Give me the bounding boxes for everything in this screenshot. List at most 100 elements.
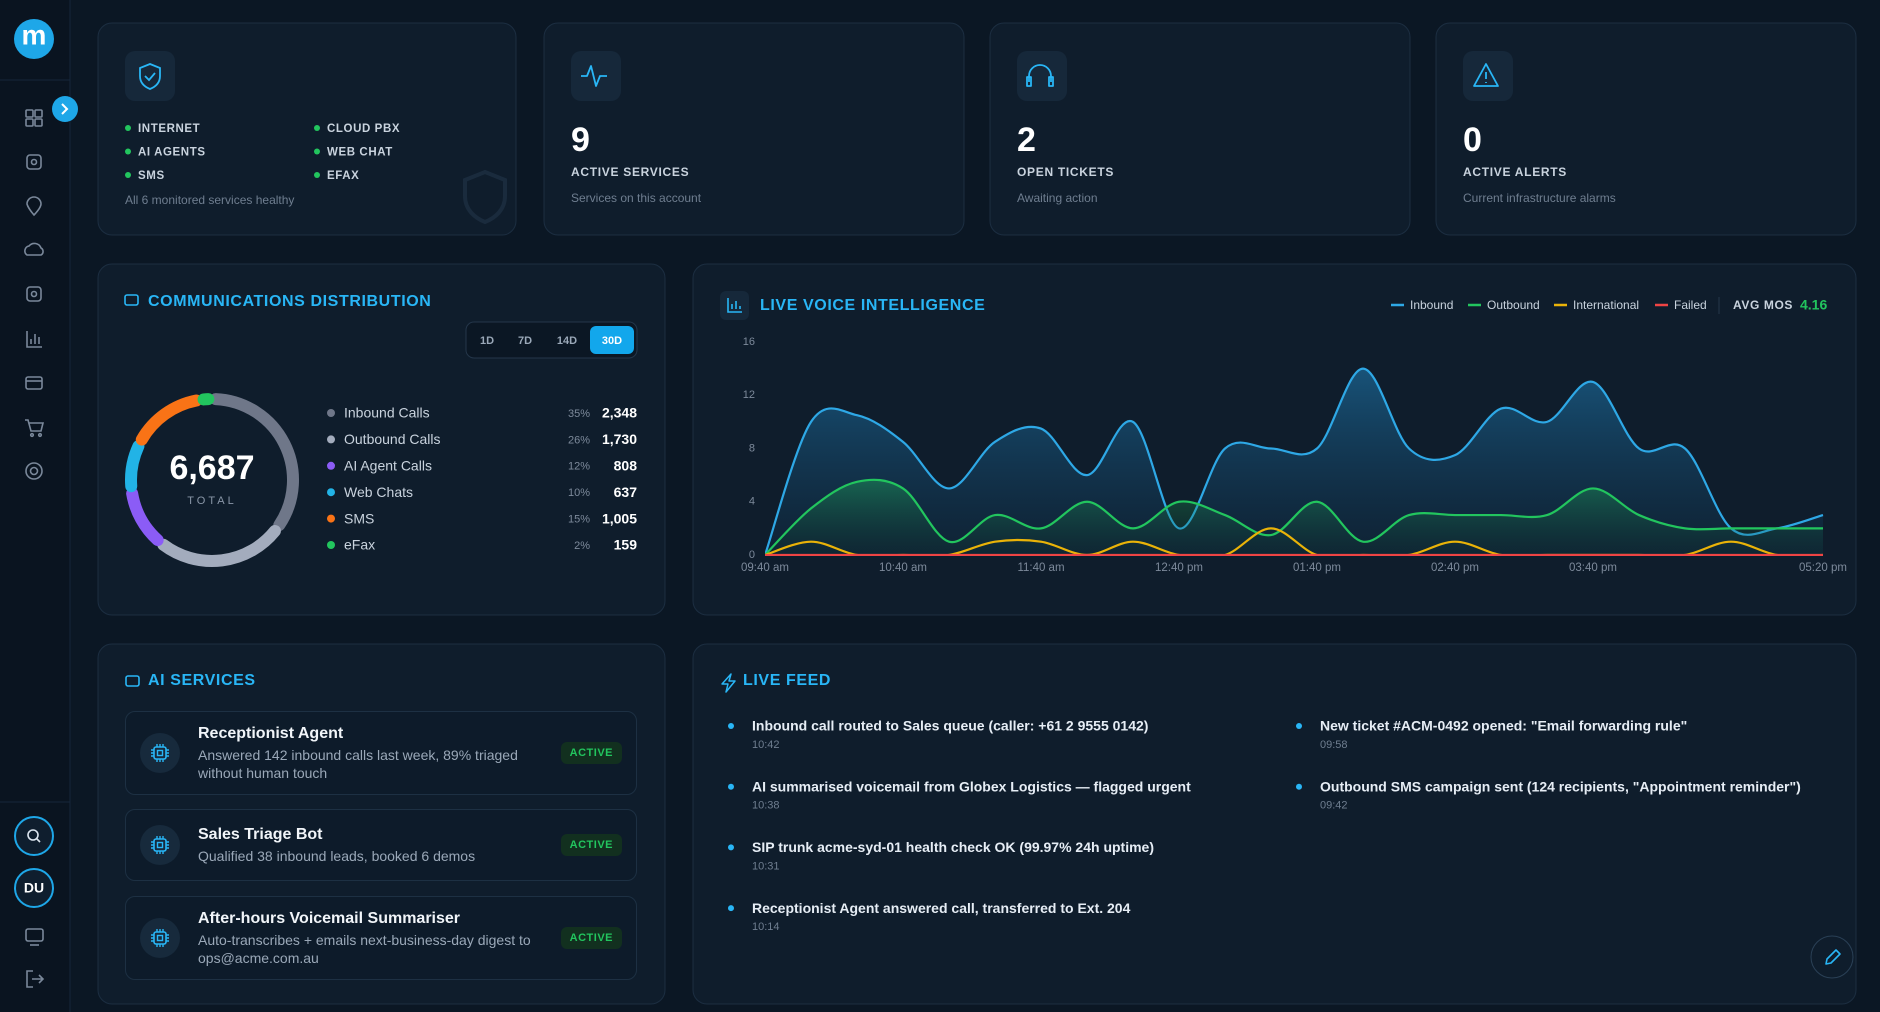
y-tick-label: 0	[749, 549, 755, 561]
nav-icon[interactable]	[26, 286, 42, 302]
card	[1435, 22, 1857, 236]
donut-segment	[209, 393, 299, 532]
feed-dot	[1296, 783, 1302, 790]
status-dot	[125, 125, 131, 131]
ai-name: After-hours Voicemail Summariser	[198, 909, 461, 927]
legend-value: 1,730	[602, 431, 637, 447]
sidebar	[0, 0, 70, 1012]
service-name: INTERNET	[138, 123, 200, 135]
stat-icon	[581, 65, 607, 87]
range-button[interactable]: 7D	[518, 335, 532, 347]
status-dot	[314, 125, 320, 131]
stat-note: Awaiting action	[1017, 191, 1098, 205]
nav-icon[interactable]	[25, 376, 43, 390]
feed-time: 10:14	[752, 921, 780, 933]
legend-percent: 15%	[568, 514, 590, 526]
nav-icon[interactable]	[26, 196, 42, 217]
chip-glyph	[151, 744, 169, 762]
ai-icon	[140, 733, 180, 773]
nav-glyph	[24, 242, 44, 256]
status-badge: ACTIVE	[560, 742, 622, 764]
legend-percent: 10%	[568, 487, 590, 499]
feed-dot	[728, 905, 734, 912]
icon-box	[1017, 51, 1067, 101]
avatar-text: DU	[24, 880, 44, 896]
range-button-active[interactable]	[590, 326, 634, 354]
stat-value: 0	[1463, 121, 1482, 159]
title-icon	[124, 294, 139, 306]
icon-box	[125, 51, 175, 101]
edit-button[interactable]	[1810, 935, 1854, 979]
nav-glyph	[37, 432, 43, 438]
nav-icon[interactable]	[25, 419, 45, 438]
nav-glyph	[34, 109, 43, 118]
ai-name: Sales Triage Bot	[198, 825, 323, 843]
feed-time: 09:42	[1320, 800, 1348, 812]
collapse-chevron	[61, 103, 69, 115]
legend-value: 808	[614, 458, 638, 474]
card	[989, 22, 1411, 236]
chip-glyph	[151, 836, 169, 854]
legend-label: SMS	[344, 510, 374, 526]
avatar[interactable]	[14, 868, 54, 908]
nav-icon[interactable]	[26, 154, 42, 170]
nav-icon[interactable]	[26, 331, 42, 348]
legend-label: Outbound	[1487, 298, 1540, 312]
search-glyph	[36, 838, 41, 843]
feed-time: 10:42	[752, 739, 780, 751]
nav-glyph	[26, 154, 42, 170]
watermark	[463, 169, 507, 225]
nav-glyph	[25, 376, 43, 390]
logout-icon[interactable]	[26, 970, 45, 988]
title-icon-box	[720, 291, 749, 320]
range-button[interactable]: 14D	[557, 335, 577, 347]
series-line	[765, 478, 1823, 556]
donut-segment	[125, 440, 145, 493]
y-tick-label: 12	[743, 389, 755, 401]
mos-label: AVG MOS	[1733, 298, 1793, 312]
legend-dot	[327, 461, 335, 470]
ai-name: Receptionist Agent	[198, 724, 344, 742]
status-badge: ACTIVE	[560, 927, 622, 949]
legend-label: AI Agent Calls	[344, 458, 432, 474]
stat-value: 9	[571, 121, 590, 159]
status-dot	[125, 172, 131, 178]
service-name: EFAX	[327, 170, 359, 182]
legend-value: 159	[614, 537, 638, 553]
nav-glyph	[29, 432, 35, 438]
status-dot	[125, 148, 131, 155]
legend-label: eFax	[344, 537, 375, 553]
stat-label: OPEN TICKETS	[1017, 165, 1114, 179]
x-tick-label: 01:40 pm	[1293, 562, 1341, 574]
legend-label: International	[1573, 298, 1639, 312]
search-button[interactable]	[14, 816, 54, 856]
mos-value: 4.16	[1800, 297, 1827, 313]
ai-description: Auto-transcribes + emails next-business-…	[198, 931, 531, 966]
ai-service: Receptionist Agent Answered 142 inbound c…	[125, 711, 637, 795]
legend-dot	[327, 409, 335, 417]
range-button[interactable]: 30D	[602, 335, 622, 347]
nav-icon[interactable]	[25, 462, 43, 480]
legend-dot	[327, 514, 335, 523]
collapse-button[interactable]	[52, 96, 78, 122]
nav-glyph	[25, 118, 34, 127]
nav-glyph	[25, 419, 45, 432]
stat-note: Services on this account	[571, 191, 702, 205]
y-tick-label: 4	[749, 496, 755, 508]
series-line	[765, 367, 1824, 556]
nav-icon[interactable]	[24, 242, 44, 256]
stat-label: ACTIVE ALERTS	[1463, 165, 1567, 179]
nav-icon[interactable]	[25, 109, 43, 127]
shield-icon	[139, 63, 161, 90]
nav-glyph	[26, 331, 42, 348]
donut-segment	[135, 394, 203, 446]
legend-label: Inbound Calls	[344, 405, 430, 421]
legend-dot	[327, 435, 335, 444]
range-button[interactable]: 1D	[480, 335, 494, 347]
card-title: AI SERVICES	[148, 672, 256, 689]
status-badge: ACTIVE	[560, 834, 622, 856]
nav-glyph	[26, 286, 42, 302]
feed-dot	[728, 844, 734, 851]
legend-dot	[327, 488, 335, 497]
